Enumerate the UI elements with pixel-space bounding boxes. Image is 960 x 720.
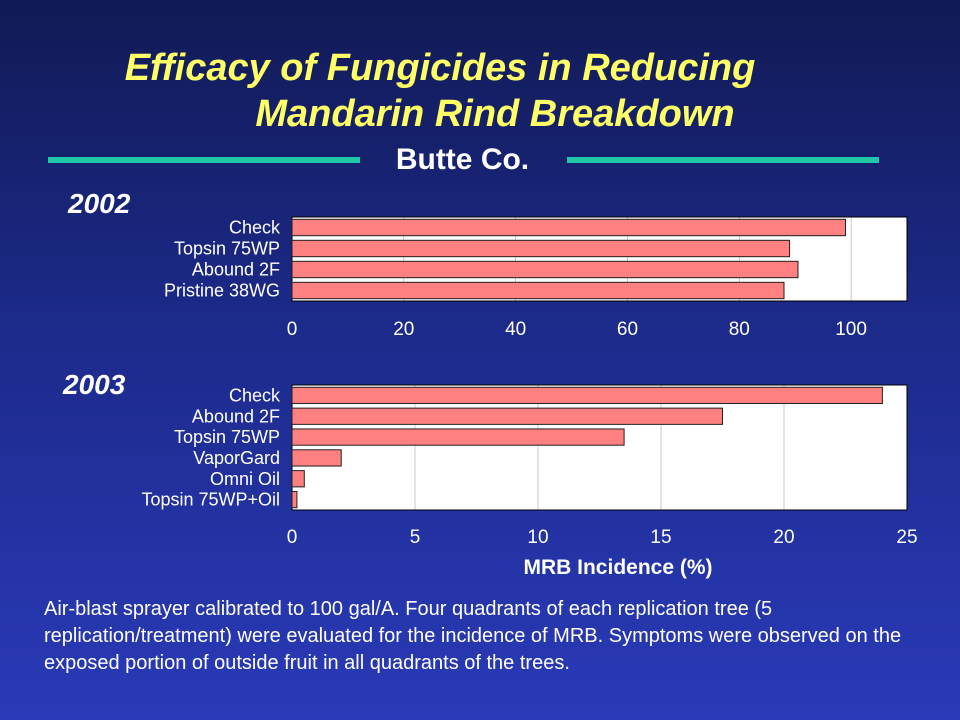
x-tick-label: 20 <box>393 319 414 340</box>
x-tick-label: 100 <box>835 319 867 340</box>
bar-abound-2f <box>291 260 799 279</box>
x-tick-label: 40 <box>505 319 526 340</box>
category-label: Topsin 75WP+Oil <box>141 490 280 510</box>
x-tick-label: 5 <box>410 527 421 548</box>
right-divider-rule <box>567 157 879 163</box>
category-label: Topsin 75WP <box>174 427 280 447</box>
category-label: Topsin 75WP <box>174 239 280 259</box>
x-axis-label: MRB Incidence (%) <box>523 556 713 579</box>
bar-topsin-75wp <box>291 239 791 258</box>
methods-note: Air-blast sprayer calibrated to 100 gal/… <box>44 598 902 674</box>
x-tick-label: 15 <box>650 527 671 548</box>
bar-check <box>291 386 883 405</box>
bar-abound-2f <box>291 407 723 425</box>
bar-pristine-38wg <box>291 281 785 300</box>
category-label: Omni Oil <box>210 469 280 489</box>
x-tick-label: 25 <box>896 527 917 548</box>
chart-title-line1: Efficacy of Fungicides in Reducing <box>124 47 756 89</box>
left-divider-rule <box>48 157 360 163</box>
category-label: Abound 2F <box>192 260 280 280</box>
panel-label-2002: 2002 <box>68 188 131 219</box>
x-tick-label: 80 <box>729 319 750 340</box>
x-tick-label: 0 <box>287 527 298 548</box>
bar-vaporgard <box>291 449 342 467</box>
bar-topsin-75wp <box>291 428 625 446</box>
category-label: VaporGard <box>193 448 280 468</box>
bar-omni-oil <box>291 470 305 488</box>
x-tick-label: 10 <box>527 527 548 548</box>
panel-label-2003: 2003 <box>63 369 126 400</box>
x-tick-label: 60 <box>617 319 638 340</box>
chart-title-line2: Mandarin Rind Breakdown <box>255 93 735 135</box>
category-label: Check <box>229 385 281 405</box>
category-label: Check <box>229 218 281 238</box>
chart-subtitle: Butte Co. <box>395 143 530 176</box>
x-tick-label: 0 <box>287 319 298 340</box>
x-tick-label: 20 <box>773 527 794 548</box>
category-label: Abound 2F <box>192 406 280 426</box>
bar-check <box>291 218 846 237</box>
category-label: Pristine 38WG <box>164 281 280 301</box>
plot-area <box>291 384 908 511</box>
bar-topsin-75wp-oil <box>291 490 298 509</box>
